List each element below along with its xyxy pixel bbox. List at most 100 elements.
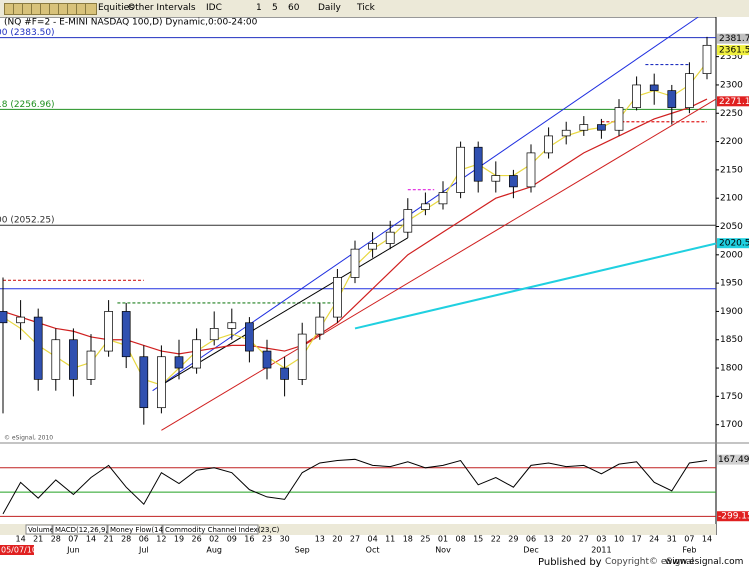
candle-body	[614, 107, 624, 131]
price-label: 2361.50	[719, 46, 749, 56]
tab-label[interactable]: MACD(12,26,9,C)	[55, 526, 116, 534]
candle-body	[280, 367, 289, 380]
x-tick-label: 18	[403, 535, 413, 544]
tool-icon[interactable]	[85, 3, 97, 15]
candle-body	[69, 339, 78, 380]
price-label-box	[717, 33, 749, 44]
price-label: 2381.75	[719, 34, 749, 44]
x-tick-label: 25	[420, 535, 430, 544]
x-tick-label: 09	[227, 535, 237, 544]
x-tick-label: 21	[33, 535, 43, 544]
month-label: 2011	[591, 546, 611, 555]
month-label: Oct	[366, 546, 380, 555]
candle-body	[385, 231, 395, 244]
candle-body	[33, 316, 43, 380]
y-tick-label: 1900	[720, 307, 743, 317]
candle-body	[209, 328, 219, 341]
x-tick-label: 20	[561, 535, 571, 544]
candle-body	[368, 243, 377, 250]
x-axis-panel	[0, 535, 749, 556]
toolbar-button[interactable]: 60	[288, 3, 300, 13]
x-tick-label: 26	[192, 535, 202, 544]
candle-body	[157, 356, 166, 409]
x-tick-label: 14	[86, 535, 96, 544]
candle-body	[685, 73, 694, 108]
y-tick-label: 2000	[720, 250, 743, 260]
footer-text: Copyright© eSignal	[605, 557, 695, 567]
candle-body	[174, 356, 184, 369]
month-label: Nov	[435, 546, 451, 555]
price-label-box	[717, 45, 749, 56]
indicator-label-box	[717, 454, 749, 465]
month-label: Feb	[682, 546, 696, 555]
candle-body	[139, 356, 149, 409]
candle-body	[86, 350, 96, 380]
x-tick-label: 08	[456, 535, 466, 544]
candle-body	[491, 175, 501, 182]
price-label: 2271.12	[719, 97, 749, 107]
x-tick-label: 16	[244, 535, 254, 544]
tab	[162, 524, 259, 535]
y-tick-label: 2350	[720, 52, 743, 62]
chart: (NQ #F=2 - E-MINI NASDAQ 100,D) Dynamic,…	[0, 17, 749, 556]
tab-label[interactable]: Volume	[28, 526, 54, 534]
x-tick-label: 12	[156, 535, 166, 544]
candle-body	[632, 84, 641, 108]
candle-body	[333, 277, 342, 318]
candle-body	[544, 135, 553, 154]
toolbar-button[interactable]: 5	[272, 3, 278, 13]
price-label: 2020.50	[719, 239, 749, 249]
candle-body	[350, 248, 360, 278]
chart-title: (NQ #F=2 - E-MINI NASDAQ 100,D) Dynamic,…	[4, 18, 258, 28]
watermark: © eSignal, 2010	[4, 435, 53, 442]
candle-body	[579, 124, 589, 131]
candle-body	[403, 209, 413, 233]
x-tick-label: 17	[632, 535, 642, 544]
month-label: 05/07/10	[1, 546, 37, 555]
indicator-line	[2, 458, 708, 515]
x-tick-label: 10	[614, 535, 624, 544]
x-tick-label: 13	[315, 535, 325, 544]
moving-average	[2, 98, 708, 355]
x-tick-label: 20	[332, 535, 342, 544]
indicator-label-box	[717, 511, 749, 522]
toolbar-button[interactable]: Tick	[357, 3, 375, 13]
trend-line	[161, 237, 409, 386]
level-label: 00 (2383.50)	[0, 28, 55, 38]
y-tick-label: 2300	[720, 80, 743, 90]
tab	[107, 524, 163, 535]
month-label: Jun	[66, 546, 80, 555]
candle-body	[192, 339, 201, 369]
tab-label[interactable]: Money Flow(14)	[110, 526, 166, 534]
candle-body	[438, 192, 448, 205]
candle-body	[297, 333, 307, 380]
toolbar-button[interactable]: 1	[256, 3, 262, 13]
footer-text: Published by	[538, 557, 602, 568]
footer-text: www.esignal.com	[665, 557, 744, 567]
toolbar-button[interactable]: Equities	[98, 3, 134, 13]
x-tick-label: 01	[438, 535, 448, 544]
candle-body	[561, 129, 571, 137]
x-tick-label: 28	[51, 535, 61, 544]
toolbar-button[interactable]: Other Intervals	[128, 3, 196, 13]
candle-body	[702, 44, 712, 74]
x-tick-label: 06	[526, 535, 536, 544]
x-tick-label: 23	[262, 535, 272, 544]
y-tick-label: 1750	[720, 392, 743, 402]
toolbar-button[interactable]: IDC	[206, 3, 222, 13]
candle-body	[649, 84, 659, 91]
toolbar-button[interactable]: Daily	[318, 3, 341, 13]
candle-body	[16, 316, 25, 324]
tab-label[interactable]: Commodity Channel Index(23,C)	[165, 526, 280, 534]
x-tick-label: 03	[596, 535, 606, 544]
level-label: 18 (2256.96)	[0, 100, 55, 110]
tab-bar	[0, 524, 716, 535]
trend-line	[161, 98, 717, 431]
x-tick-label: 30	[280, 535, 290, 544]
x-tick-label: 06	[139, 535, 149, 544]
x-tick-label: 13	[544, 535, 554, 544]
y-tick-label: 2150	[720, 165, 743, 175]
x-tick-label: 04	[368, 535, 378, 544]
candle-body	[421, 203, 430, 210]
y-tick-label: 2200	[720, 137, 743, 147]
